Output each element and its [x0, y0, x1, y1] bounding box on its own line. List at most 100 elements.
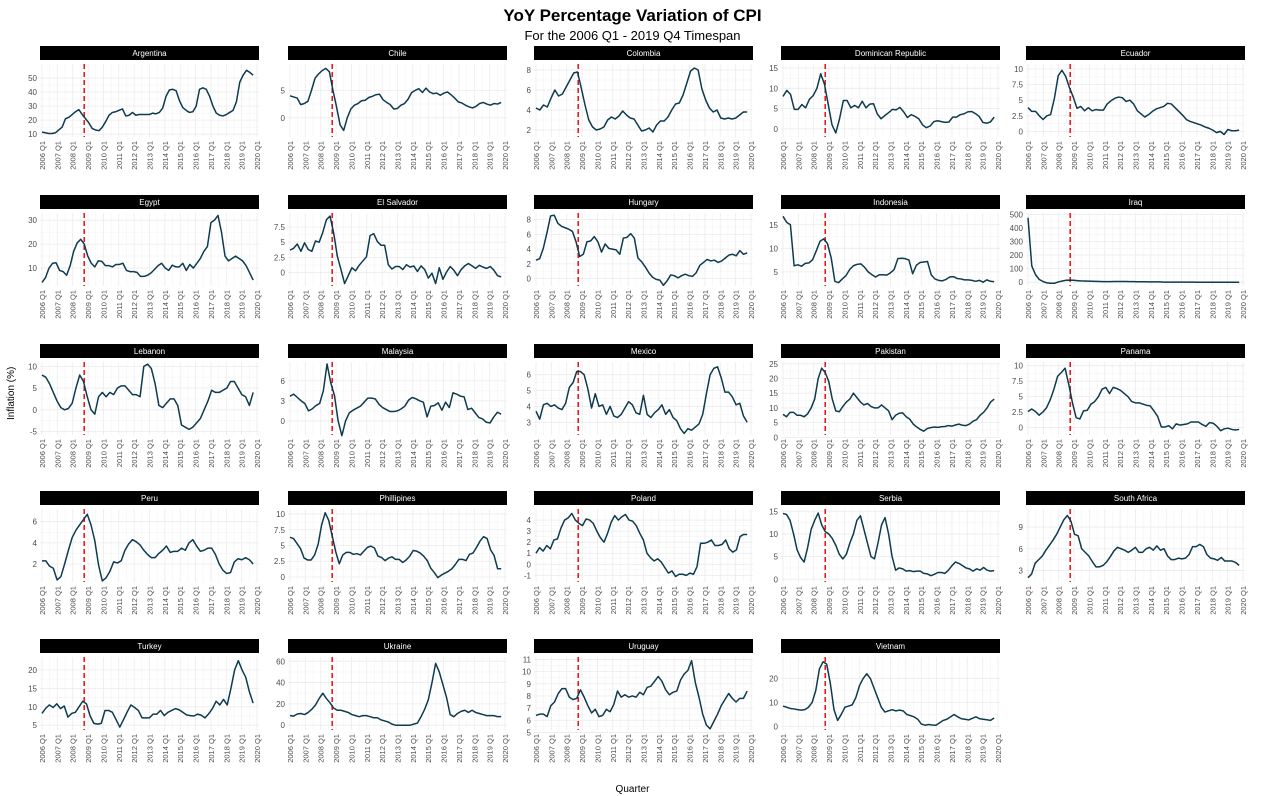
- x-tick-label: 2015 Q1: [176, 734, 185, 763]
- y-tick-label: 10: [276, 510, 285, 519]
- x-tick-label: 2011 Q1: [609, 141, 618, 169]
- x-tick-label: 2018 Q1: [470, 439, 479, 468]
- y-tick-label: 0: [774, 125, 779, 134]
- x-tick-label: 2006 Q1: [779, 734, 788, 763]
- facet-strip-label: Ecuador: [1121, 49, 1151, 58]
- series-line-egypt: [41, 214, 254, 283]
- x-tick-label: 2020 Q1: [994, 439, 1003, 468]
- x-tick-label: 2014 Q1: [655, 439, 664, 468]
- facet-strip-label: Argentina: [132, 49, 167, 58]
- x-tick-label: 2006 Q1: [38, 439, 47, 468]
- x-tick-label: 2018 Q1: [963, 290, 972, 319]
- facet-strip: [288, 46, 507, 60]
- facet-strip-label: Pakistan: [875, 347, 906, 356]
- x-tick-label: 2018 Q1: [222, 586, 231, 615]
- x-tick-label: 2018 Q1: [716, 734, 725, 763]
- x-tick-label: 2014 Q1: [161, 734, 170, 763]
- x-tick-label: 2014 Q1: [902, 586, 911, 615]
- x-tick-label: 2018 Q1: [1208, 439, 1217, 468]
- x-tick-label: 2015 Q1: [670, 290, 679, 319]
- x-tick-label: 2009 Q1: [578, 586, 587, 615]
- panel-panama: Panama 0 2.5 5 7.5 10 2006 Q1 2007 Q1 2008 Q1 200…: [1012, 344, 1248, 468]
- y-tick-label: 7.5: [1012, 377, 1024, 386]
- x-tick-label: 2006 Q1: [779, 439, 788, 468]
- x-tick-label: 2011 Q1: [1101, 141, 1110, 169]
- x-tick-label: 2019 Q1: [732, 586, 741, 615]
- x-tick-label: 2008 Q1: [1055, 439, 1064, 468]
- x-tick-label: 2012 Q1: [1116, 439, 1125, 468]
- x-tick-label: 2013 Q1: [640, 734, 649, 763]
- facet-strip-label: Colombia: [627, 49, 661, 58]
- panel-colombia: Colombia 2 4 6 8 2006 Q1 2007 Q1 2008 Q1 2009 Q1…: [527, 46, 756, 170]
- gridlines: [534, 657, 753, 733]
- x-tick-label: 2016 Q1: [440, 734, 449, 763]
- series-line-iraq: [1027, 217, 1240, 285]
- x-tick-label: 2020 Q1: [253, 141, 262, 170]
- x-tick-label: 2012 Q1: [624, 290, 633, 319]
- x-tick-label: 2007 Q1: [547, 290, 556, 319]
- x-tick-label: 2018 Q1: [470, 734, 479, 763]
- x-tick-label: 2016 Q1: [1178, 141, 1187, 170]
- x-tick-label: 2020 Q1: [501, 734, 510, 763]
- x-tick-label: 2010 Q1: [99, 141, 108, 170]
- x-tick-label: 2017 Q1: [1193, 290, 1202, 319]
- x-tick-label: 2011 Q1: [1101, 586, 1110, 614]
- y-tick-label: 30: [28, 216, 37, 225]
- x-tick-label: 2010 Q1: [1085, 141, 1094, 170]
- x-tick-label: 2019 Q1: [238, 586, 247, 615]
- series-line-lebanon: [41, 363, 254, 431]
- x-tick-label: 2015 Q1: [670, 439, 679, 468]
- panel-pakistan: Pakistan 0 5 10 15 20 25 2006 Q1 2007 Q1 2008 Q1 2…: [769, 344, 1003, 468]
- x-tick-label: 2020 Q1: [1239, 586, 1248, 615]
- x-tick-label: 2008 Q1: [563, 439, 572, 468]
- x-tick-label: 2013 Q1: [146, 734, 155, 763]
- x-tick-label: 2015 Q1: [917, 439, 926, 468]
- y-tick-label: 15: [28, 684, 37, 693]
- y-tick-label: 5: [774, 419, 779, 428]
- x-tick-label: 2013 Q1: [394, 290, 403, 319]
- x-tick-label: 2014 Q1: [902, 290, 911, 319]
- x-tick-label: 2019 Q1: [732, 439, 741, 468]
- gridlines: [1026, 64, 1245, 137]
- panel-dominican-republic: Dominican Republic 0 5 10 15 2006 Q1 2007 Q1 20…: [769, 46, 1003, 170]
- y-tick-label: 20: [276, 700, 285, 709]
- x-tick-label: 2007 Q1: [301, 290, 310, 319]
- y-tick-label: 0: [281, 269, 286, 278]
- x-tick-label: 2017 Q1: [1193, 586, 1202, 615]
- x-tick-label: 2008 Q1: [69, 586, 78, 615]
- facet-strip-label: Mexico: [631, 347, 657, 356]
- x-tick-label: 2010 Q1: [1085, 439, 1094, 468]
- x-tick-label: 2009 Q1: [84, 439, 93, 468]
- x-tick-label: 2013 Q1: [146, 439, 155, 468]
- x-tick-label: 2020 Q1: [253, 734, 262, 763]
- x-tick-label: 2010 Q1: [593, 290, 602, 319]
- x-tick-label: 2006 Q1: [38, 290, 47, 319]
- x-tick-label: 2014 Q1: [161, 141, 170, 170]
- x-tick-label: 2015 Q1: [176, 290, 185, 319]
- x-tick-label: 2012 Q1: [871, 141, 880, 170]
- gridlines: [781, 362, 1000, 438]
- y-tick-label: 2.5: [1012, 112, 1024, 121]
- x-tick-label: 2019 Q1: [238, 734, 247, 763]
- y-tick-label: 1: [527, 549, 532, 558]
- facet-strip: [781, 195, 1000, 209]
- facet-strip-label: Phillipines: [379, 494, 415, 503]
- facet-strip: [781, 639, 1000, 653]
- x-tick-label: 2007 Q1: [1039, 290, 1048, 319]
- x-tick-label: 2010 Q1: [1085, 290, 1094, 319]
- x-axis-label: Quarter: [615, 784, 650, 795]
- facet-strip: [40, 344, 259, 358]
- y-tick-label: 200: [1010, 251, 1024, 260]
- x-tick-label: 2012 Q1: [871, 290, 880, 319]
- x-tick-label: 2011 Q1: [609, 586, 618, 614]
- x-tick-label: 2008 Q1: [563, 290, 572, 319]
- x-tick-label: 2007 Q1: [547, 439, 556, 468]
- x-tick-label: 2014 Q1: [1147, 439, 1156, 468]
- x-tick-label: 2007 Q1: [794, 439, 803, 468]
- x-tick-label: 2009 Q1: [84, 734, 93, 763]
- x-tick-label: 2011 Q1: [856, 586, 865, 614]
- x-tick-label: 2008 Q1: [69, 439, 78, 468]
- x-tick-label: 2015 Q1: [917, 586, 926, 615]
- x-tick-label: 2009 Q1: [84, 141, 93, 170]
- x-tick-label: 2018 Q1: [963, 586, 972, 615]
